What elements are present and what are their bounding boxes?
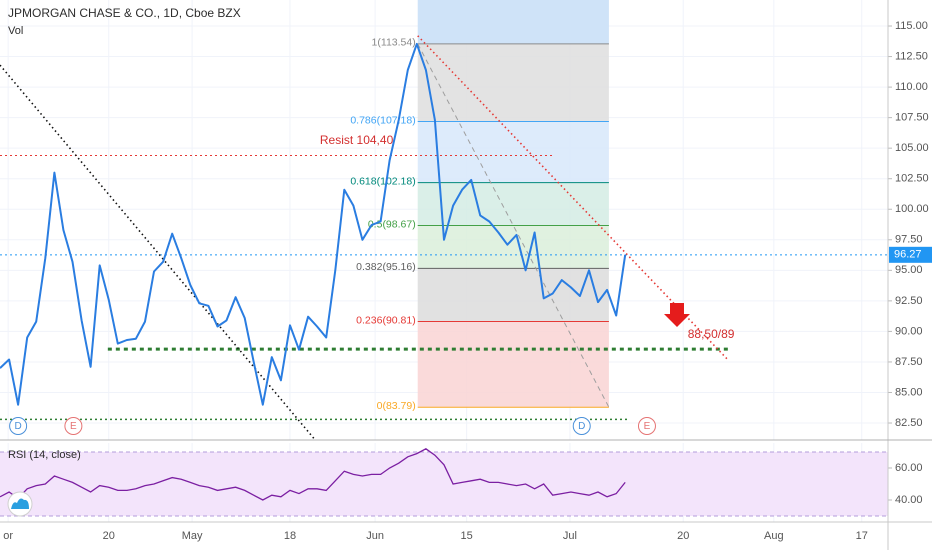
y-tick-label: 100.00	[895, 203, 929, 215]
rsi-pane	[0, 443, 888, 522]
event-label: E	[70, 421, 77, 432]
y-tick-label: 87.50	[895, 356, 923, 368]
x-tick-label: 18	[284, 530, 296, 542]
fib-label: 1(113.54)	[372, 37, 416, 49]
rsi-line	[0, 448, 626, 501]
last-price-tag	[889, 246, 932, 263]
y-tick-label: 110.00	[895, 81, 928, 93]
y-tick-label: 112.50	[895, 50, 928, 62]
fib-label: 0.236(90.81)	[356, 314, 416, 326]
x-tick-label: Jul	[563, 530, 577, 542]
fib-label: 0.382(95.16)	[356, 261, 416, 273]
rsi-tick-label: 40.00	[895, 494, 923, 506]
fib-top-band	[417, 0, 609, 44]
event-marker	[9, 417, 28, 435]
trend-line	[417, 43, 610, 408]
y-tick-label: 95.00	[895, 264, 923, 276]
x-tick-label: or	[3, 530, 13, 542]
y-tick-label: 85.00	[895, 386, 923, 398]
fib-label: 0(83.79)	[377, 400, 416, 412]
fib-band	[417, 43, 609, 122]
rsi-tick-label: 60.00	[895, 462, 923, 474]
price-line	[0, 42, 627, 406]
rsi-band	[0, 451, 888, 516]
x-tick-label: 17	[856, 530, 868, 542]
x-tick-label: Aug	[764, 530, 784, 542]
y-tick-label: 115.00	[895, 20, 928, 32]
y-tick-label: 82.50	[895, 417, 923, 429]
price-pane: 1(113.54)0.786(107.18)0.618(102.18)0.5(9…	[0, 0, 888, 440]
fib-band	[417, 182, 609, 226]
annotation: Resist 104,40	[320, 133, 394, 147]
logo	[7, 491, 33, 517]
y-tick-label: 105.00	[895, 142, 929, 154]
y-tick-label: 102.50	[895, 173, 929, 185]
y-tick-label: 107.50	[895, 112, 929, 124]
fib-band	[417, 321, 609, 408]
y-tick-label: 92.50	[895, 295, 923, 307]
event-label: E	[644, 421, 651, 432]
x-tick-label: 15	[461, 530, 473, 542]
event-marker	[64, 417, 83, 435]
last-price-label: 96.27	[894, 249, 922, 261]
event-label: D	[15, 421, 22, 432]
x-tick-label: 20	[677, 530, 689, 542]
event-label: D	[578, 421, 585, 432]
rsi-label: RSI (14, close)	[8, 449, 81, 461]
trend-line	[0, 64, 316, 440]
event-marker	[637, 417, 656, 435]
y-tick-label: 90.00	[895, 325, 923, 337]
y-tick-label: 97.50	[895, 234, 923, 246]
x-tick-label: Jun	[366, 530, 384, 542]
chart-title: JPMORGAN CHASE & CO., 1D, Cboe BZX	[8, 6, 241, 20]
axes: 82.50 85.00 87.50 90.00 92.50 95.00 97.50 100.0…	[3, 20, 932, 542]
x-tick-label: May	[182, 530, 203, 542]
fib-band	[417, 121, 609, 183]
down-arrow	[664, 303, 690, 327]
x-tick-label: 20	[103, 530, 115, 542]
volume-label: Vol	[8, 25, 23, 37]
annotation: 88,50/89	[688, 327, 735, 341]
fib-band	[417, 225, 609, 269]
fib-label: 0.618(102.18)	[350, 175, 415, 187]
event-marker	[572, 417, 591, 435]
fib-band	[417, 268, 609, 322]
fib-label: 0.786(107.18)	[350, 114, 415, 126]
